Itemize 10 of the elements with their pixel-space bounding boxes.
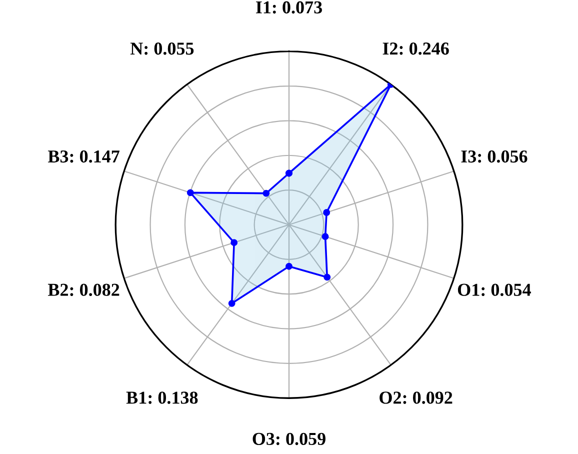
spoke-label: I1: 0.073 (256, 1, 322, 14)
spoke-label: B3: 0.147 (48, 150, 120, 163)
spoke-label: O2: 0.092 (380, 392, 452, 404)
spoke-label: I3: 0.056 (461, 150, 528, 163)
spoke-label: O1: 0.054 (458, 284, 531, 296)
spoke-label: B2: 0.082 (48, 284, 120, 296)
spoke-label: N: 0.055 (130, 42, 194, 55)
spoke-label: O3: 0.059 (252, 432, 326, 446)
spoke-label: I2: 0.246 (382, 42, 449, 55)
spoke-label: B1: 0.138 (126, 392, 198, 404)
